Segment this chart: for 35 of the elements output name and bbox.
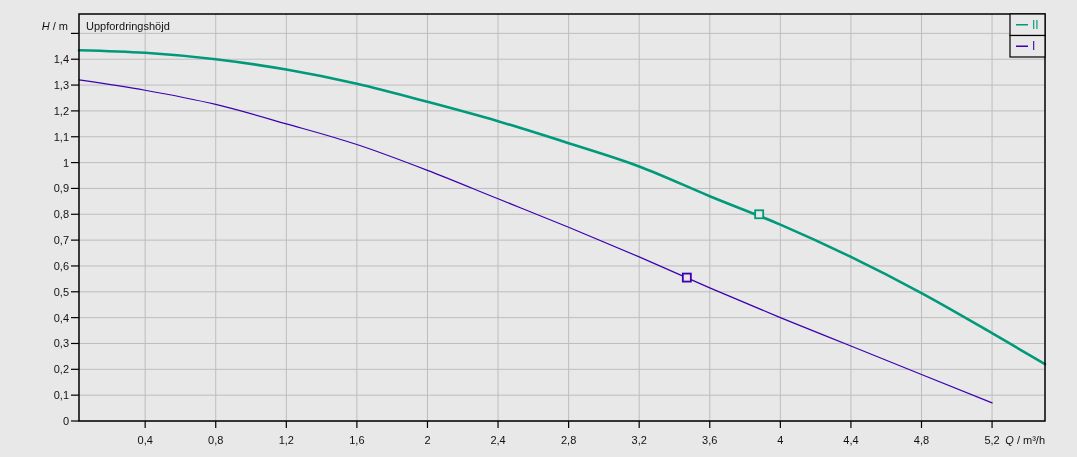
x-tick-label: 3,6 — [702, 434, 718, 446]
legend-label: I — [1032, 39, 1036, 54]
x-tick-label: 2 — [424, 434, 431, 446]
y-tick-label: 1,3 — [53, 79, 69, 92]
text: Uppfordringshöjd — [86, 20, 170, 32]
x-tick-label: 2,4 — [490, 434, 506, 446]
y-tick-label: 1,4 — [53, 53, 69, 66]
x-tick-label: 0,4 — [137, 434, 153, 446]
y-tick-label: 0,1 — [53, 389, 69, 402]
legend-label: II — [1032, 17, 1039, 32]
y-axis-title: H / m — [41, 20, 68, 32]
y-tick-label: 0 — [62, 415, 69, 427]
y-tick-label: 0,7 — [53, 234, 69, 247]
y-tick-label: 0,8 — [53, 208, 69, 221]
y-tick-label: 1 — [62, 156, 69, 169]
x-tick-label: 4,8 — [913, 434, 930, 446]
y-tick-label: 0,3 — [53, 337, 69, 350]
x-tick-label: 4,4 — [843, 434, 859, 446]
y-tick-label: 0,6 — [53, 259, 69, 272]
y-tick-label: 0,9 — [53, 182, 69, 195]
x-tick-label: 5,2 — [984, 434, 1000, 446]
y-tick-label: 1,1 — [53, 130, 69, 143]
y-tick-label: 0,5 — [53, 285, 69, 298]
x-axis-title: Q / m³/h — [1005, 434, 1045, 446]
x-tick-label: 2,8 — [560, 434, 577, 446]
x-tick-label: 0,8 — [208, 434, 224, 446]
x-tick-label: 1,6 — [349, 434, 365, 446]
line-series — [78, 79, 993, 404]
x-tick-label: 4 — [777, 434, 784, 446]
x-tick-label: 3,2 — [631, 434, 647, 446]
x-tick-label: 1,2 — [278, 434, 294, 446]
line-series — [77, 48, 1047, 366]
y-tick-label: 0,2 — [53, 363, 69, 376]
y-tick-label: 0,4 — [53, 311, 69, 324]
y-tick-label: 1,2 — [53, 104, 69, 117]
